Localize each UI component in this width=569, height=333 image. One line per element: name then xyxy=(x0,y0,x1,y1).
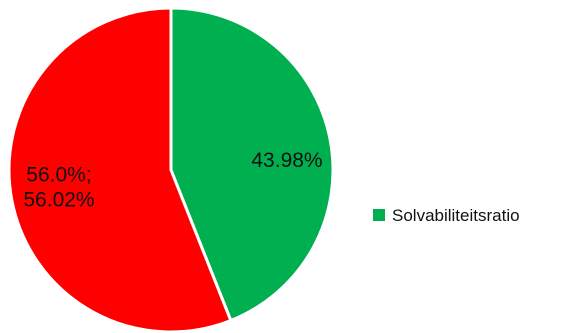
legend-swatch-solvabiliteitsratio xyxy=(373,209,385,221)
pie-data-label-2: 56.0%; 56.02% xyxy=(23,164,94,212)
legend: Solvabiliteitsratio xyxy=(373,206,520,225)
legend-label-solvabiliteitsratio: Solvabiliteitsratio xyxy=(392,206,520,225)
pie-data-label-line: 56.02% xyxy=(23,189,94,212)
pie-data-labels: 43.98% 56.0%; 56.02% xyxy=(23,149,322,212)
pie-slice-2 xyxy=(7,6,233,333)
pie-data-label-line: 56.0%; xyxy=(26,164,91,187)
pie-slice-1 xyxy=(169,6,335,323)
pie-data-label-line: 43.98% xyxy=(251,149,322,172)
pie-slices xyxy=(7,6,335,333)
pie-data-label-1: 43.98% xyxy=(251,149,322,172)
